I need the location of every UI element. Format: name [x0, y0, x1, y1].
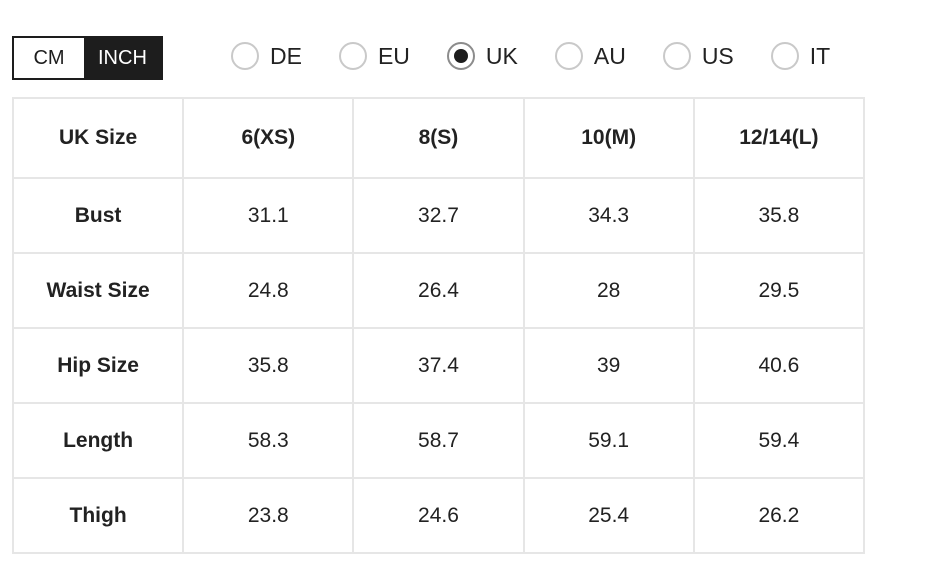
- table-cell: 31.1: [182, 177, 355, 254]
- table-cell: 40.6: [692, 327, 866, 404]
- table-cell: 58.7: [352, 402, 525, 479]
- row-label: Hip Size: [11, 327, 185, 404]
- table-row: Hip Size 35.8 37.4 39 40.6: [11, 327, 866, 404]
- radio-dot: [778, 49, 792, 63]
- region-radio-uk[interactable]: UK: [446, 42, 518, 70]
- controls-bar: CM INCH DE EU UK AU US IT: [0, 0, 951, 97]
- table-cell: 35.8: [692, 177, 866, 254]
- column-header: 6(XS): [182, 97, 355, 179]
- table-header-row: UK Size 6(XS) 8(S) 10(M) 12/14(L): [11, 97, 866, 179]
- table-cell: 39: [522, 327, 695, 404]
- table-cell: 24.8: [182, 252, 355, 329]
- row-label: Length: [11, 402, 185, 479]
- radio-unselected-icon: [554, 42, 583, 70]
- inch-button[interactable]: INCH: [84, 38, 161, 78]
- column-header: 10(M): [522, 97, 695, 179]
- column-header: UK Size: [11, 97, 185, 179]
- table-row: Thigh 23.8 24.6 25.4 26.2: [11, 477, 866, 554]
- table-cell: 58.3: [182, 402, 355, 479]
- radio-unselected-icon: [770, 42, 799, 70]
- region-radio-au[interactable]: AU: [554, 42, 626, 70]
- cm-button[interactable]: CM: [14, 38, 84, 78]
- region-label: IT: [809, 42, 831, 69]
- row-label: Bust: [11, 177, 185, 254]
- region-selector: DE EU UK AU US IT: [231, 42, 830, 70]
- table-row: Length 58.3 58.7 59.1 59.4: [11, 402, 866, 479]
- region-radio-it[interactable]: IT: [770, 42, 831, 70]
- region-radio-us[interactable]: US: [662, 42, 734, 70]
- table-cell: 25.4: [522, 477, 695, 554]
- table-cell: 26.2: [692, 477, 866, 554]
- table-cell: 26.4: [352, 252, 525, 329]
- table-cell: 29.5: [692, 252, 866, 329]
- radio-unselected-icon: [338, 42, 367, 70]
- size-chart-table: UK Size 6(XS) 8(S) 10(M) 12/14(L) Bust 31.1 32…: [11, 97, 866, 554]
- table-cell: 28: [522, 252, 695, 329]
- radio-unselected-icon: [231, 42, 259, 70]
- radio-unselected-icon: [662, 42, 691, 70]
- column-header: 8(S): [352, 97, 525, 179]
- region-label: US: [701, 42, 734, 69]
- region-label: AU: [593, 42, 626, 69]
- unit-toggle: CM INCH: [12, 36, 163, 80]
- table-cell: 32.7: [352, 177, 525, 254]
- radio-dot: [346, 49, 360, 63]
- region-label: UK: [485, 42, 518, 69]
- radio-selected-icon: [446, 42, 475, 70]
- table-cell: 59.4: [692, 402, 866, 479]
- radio-dot: [670, 49, 684, 63]
- radio-dot: [238, 49, 252, 63]
- region-radio-de[interactable]: DE: [231, 42, 302, 70]
- region-label: DE: [270, 42, 302, 69]
- table-row: Waist Size 24.8 26.4 28 29.5: [11, 252, 866, 329]
- table-cell: 23.8: [182, 477, 355, 554]
- row-label: Waist Size: [11, 252, 185, 329]
- table-cell: 59.1: [522, 402, 695, 479]
- table-cell: 34.3: [522, 177, 695, 254]
- region-label: EU: [377, 42, 410, 69]
- table-row: Bust 31.1 32.7 34.3 35.8: [11, 177, 866, 254]
- table-cell: 35.8: [182, 327, 355, 404]
- column-header: 12/14(L): [692, 97, 866, 179]
- radio-dot: [453, 49, 468, 63]
- table-cell: 24.6: [352, 477, 525, 554]
- region-radio-eu[interactable]: EU: [338, 42, 410, 70]
- radio-dot: [562, 49, 576, 63]
- row-label: Thigh: [11, 477, 185, 554]
- table-cell: 37.4: [352, 327, 525, 404]
